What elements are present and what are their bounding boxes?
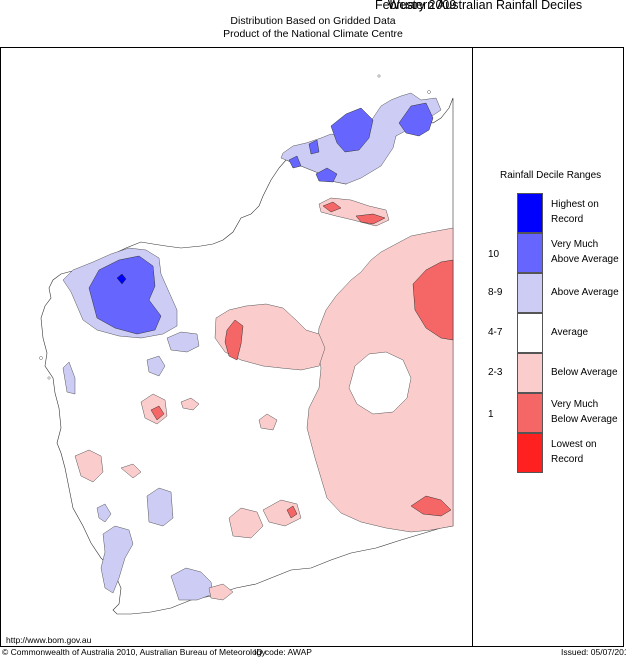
footer-id-code: ID code: AWAP [254,647,312,657]
gascoyne-very-much-below [150,405,165,421]
legend-label: Average [551,327,589,338]
footer-url[interactable]: http://www.bom.gov.au [6,635,92,645]
legend-swatch [517,193,543,233]
se-very-much-below [410,495,452,517]
legend-label: Very Much Below Average [551,399,618,425]
title-month: February 2009 [375,0,457,12]
title-text: Western Australian Rainfall Deciles [387,0,583,12]
ne-very-much-below-patch [322,201,342,213]
small-below-1 [180,397,200,411]
south-below-2 [262,499,302,527]
legend-code: 10 [488,249,500,260]
south-below-3 [208,583,234,601]
kimberley-very-much-above-2 [330,107,374,153]
kimberley-very-much-above-4 [288,155,302,169]
legend-code: 8-9 [488,287,503,298]
legend-label: Highest on Record [551,199,599,225]
subtitle-distribution: Distribution Based on Gridded Data [230,15,396,27]
legend-title: Rainfall Decile Ranges [500,170,602,181]
coast-below [74,449,104,483]
kimberley-very-much-above-3 [315,167,338,183]
small-below-2 [258,413,278,431]
map-frame [0,47,624,647]
legend-swatch [517,273,543,313]
footer-issued: Issued: 05/07/2010 [561,647,626,657]
west-coast-above [62,361,76,395]
central-very-much-below [224,319,244,361]
eastern-very-much-below [412,259,454,341]
south-below-1 [228,507,264,539]
goldfields-above [146,487,174,527]
legend-code: 1 [488,409,494,420]
pilbara-highest-on-record [116,273,127,285]
legend-swatch [517,393,543,433]
rainfall-map [39,74,454,615]
legend-label: Lowest on Record [551,439,597,465]
south-very-much-below [286,505,298,519]
legend-swatch [517,233,543,273]
subtitle-product: Product of the National Climate Centre [223,28,403,40]
legend-code: 2-3 [488,367,503,378]
ne-very-much-below-patch-2 [355,213,386,225]
legend-divider [472,47,473,647]
pilbara-very-much-above [88,255,162,335]
mid-west-above-1 [166,331,200,353]
legend-label: Below Average [551,367,618,378]
south-west-above-2 [96,503,112,523]
south-west-above [100,525,134,594]
footer-copyright: © Commonwealth of Australia 2010, Austra… [2,647,266,657]
legend-label: Very Much Above Average [551,239,619,265]
coast-below-2 [120,463,142,479]
legend-code: 4-7 [488,327,503,338]
legend-swatch [517,353,543,393]
kimberley-very-much-above-1 [398,102,434,137]
legend-swatch [517,433,543,473]
legend-swatch [517,313,543,353]
legend-label: Above Average [551,287,619,298]
mid-west-above-2 [146,355,166,377]
kimberley-very-much-above-5 [308,139,320,155]
central-average-hole [348,351,412,415]
